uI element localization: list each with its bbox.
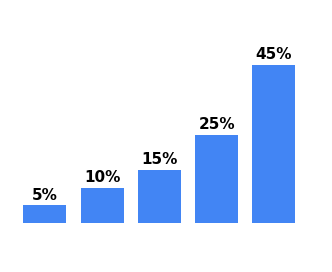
Bar <box>81 188 124 223</box>
Bar <box>138 170 181 223</box>
Circle shape <box>271 228 332 232</box>
Text: 10%: 10% <box>84 170 120 185</box>
Text: 25%: 25% <box>198 117 235 132</box>
Text: 45%: 45% <box>256 47 292 62</box>
Bar <box>195 135 238 223</box>
Bar <box>23 205 66 223</box>
Polygon shape <box>240 230 332 237</box>
Text: 5%: 5% <box>32 188 58 203</box>
Text: 15%: 15% <box>141 153 178 168</box>
Bar <box>252 65 295 223</box>
